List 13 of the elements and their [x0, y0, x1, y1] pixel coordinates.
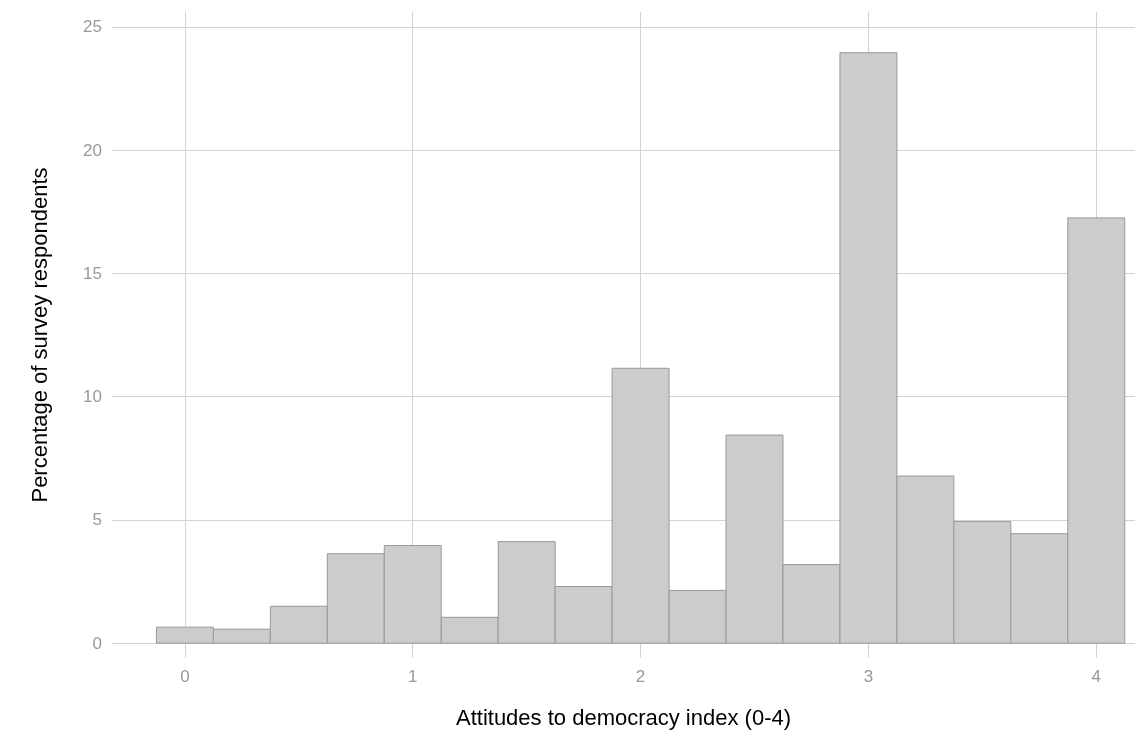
y-tick-label: 15	[83, 263, 102, 283]
x-axis-title: Attitudes to democracy index (0-4)	[455, 704, 792, 730]
x-tick-label: 1	[408, 667, 418, 686]
y-tick-label: 25	[83, 17, 102, 37]
y-tick-label: 5	[92, 510, 102, 530]
x-tick-label: 4	[1091, 667, 1101, 686]
x-tick-label: 3	[863, 667, 874, 686]
y-axis-title: Percentage of survey respondents	[26, 167, 52, 503]
x-tick-label: 2	[635, 667, 646, 686]
y-tick-label: 0	[92, 633, 102, 653]
y-tick-label: 10	[83, 387, 102, 407]
x-tick-label: 0	[180, 667, 190, 686]
y-tick-label: 20	[83, 140, 102, 160]
